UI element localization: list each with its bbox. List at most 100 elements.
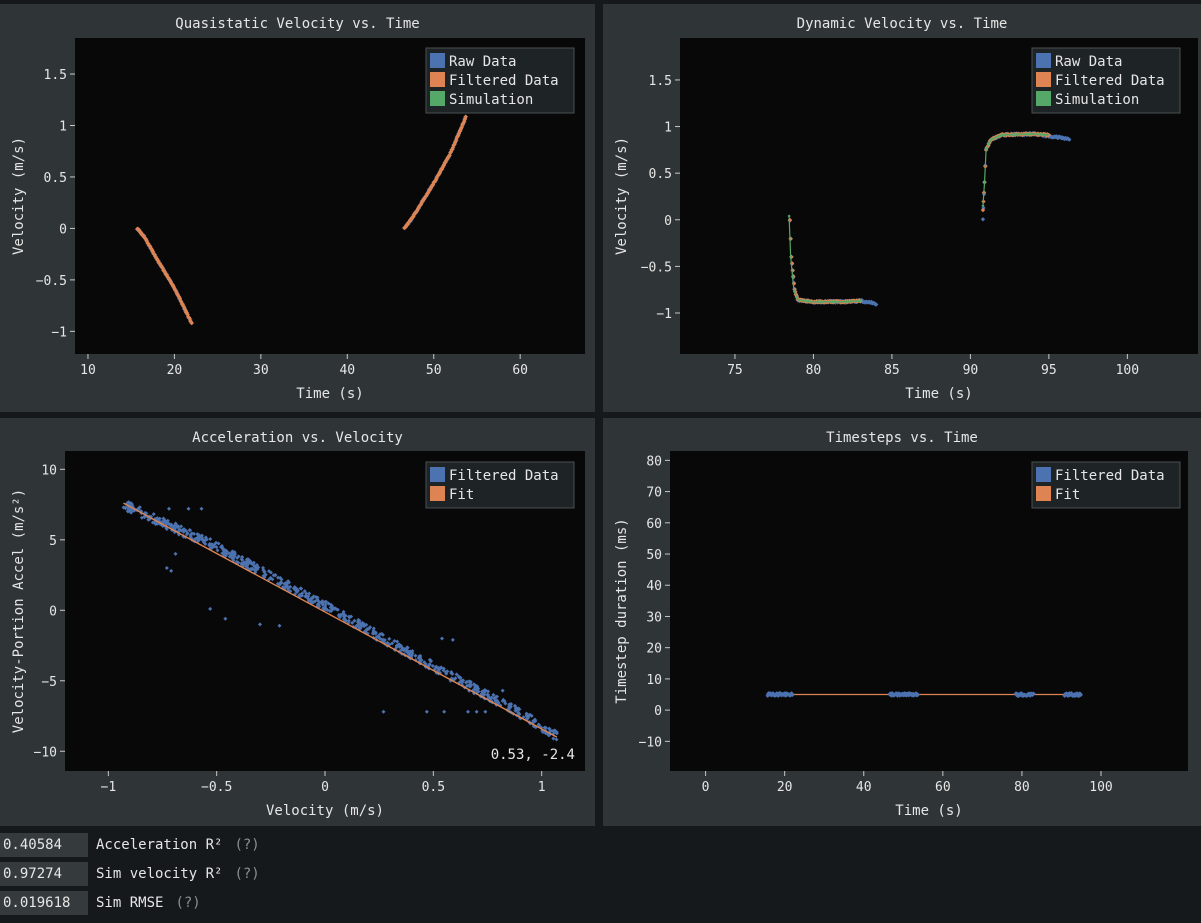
data-point — [397, 642, 402, 647]
data-point — [316, 601, 321, 606]
legend-swatch[interactable] — [1036, 91, 1051, 106]
data-point — [378, 632, 383, 637]
data-point — [1026, 132, 1031, 136]
data-point — [526, 713, 531, 718]
data-point — [842, 300, 846, 304]
data-point — [193, 537, 198, 542]
data-point — [406, 649, 411, 654]
legend-swatch[interactable] — [1036, 72, 1051, 87]
legend-entry[interactable]: Filtered Data — [449, 468, 559, 484]
data-point — [483, 709, 488, 714]
legend-entry[interactable]: Simulation — [449, 92, 533, 108]
data-point — [317, 604, 322, 609]
y-tick-label: 0 — [664, 214, 672, 229]
data-point — [304, 591, 309, 596]
sim-velocity-r2-help[interactable]: (?) — [234, 866, 260, 882]
data-point — [1043, 133, 1047, 137]
chart-legend[interactable]: Raw Data Filtered Data Simulation — [425, 47, 575, 114]
data-point — [551, 736, 556, 741]
y-tick-label: −1 — [51, 325, 67, 340]
data-point — [255, 566, 260, 571]
data-point — [442, 709, 447, 714]
data-point — [207, 542, 212, 547]
y-tick-label: 0 — [59, 222, 67, 237]
data-point — [308, 598, 313, 603]
legend-swatch[interactable] — [430, 467, 445, 482]
data-point — [417, 659, 422, 664]
y-tick-label: 1.5 — [44, 68, 67, 83]
data-point — [405, 645, 410, 650]
data-layer — [121, 500, 559, 742]
data-point — [220, 551, 225, 556]
sim-rmse-value[interactable] — [0, 891, 88, 915]
data-point — [438, 666, 443, 671]
data-point — [994, 135, 998, 140]
legend-swatch[interactable] — [1036, 467, 1051, 482]
data-point — [444, 671, 449, 676]
data-point — [554, 737, 559, 742]
data-point — [468, 683, 473, 688]
data-point — [531, 724, 536, 729]
legend-entry[interactable]: Filtered Data — [449, 73, 559, 89]
data-point — [491, 692, 496, 697]
legend-swatch[interactable] — [430, 486, 445, 501]
legend-swatch[interactable] — [1036, 486, 1051, 501]
legend-entry[interactable]: Fit — [1055, 487, 1080, 503]
y-tick-label: 20 — [646, 642, 662, 657]
data-point — [536, 722, 541, 727]
data-point — [816, 300, 820, 304]
y-tick-label: 0.5 — [649, 167, 672, 182]
data-point — [542, 725, 547, 730]
y-tick-label: 0.5 — [44, 171, 67, 186]
data-point — [147, 516, 152, 521]
data-point — [251, 560, 256, 565]
data-point — [489, 698, 494, 703]
chart-title: Timesteps vs. Time — [826, 430, 978, 446]
sim-rmse-help[interactable]: (?) — [175, 895, 201, 911]
data-point — [169, 524, 174, 529]
legend-entry[interactable]: Simulation — [1055, 92, 1139, 108]
chart-legend[interactable]: Raw Data Filtered Data Simulation — [1031, 47, 1181, 114]
chart-legend[interactable]: Filtered Data Fit — [425, 461, 575, 509]
sim-velocity-r2-value[interactable] — [0, 862, 88, 886]
x-tick-label: 100 — [1089, 780, 1112, 795]
data-point — [285, 580, 290, 585]
data-point — [323, 602, 328, 607]
acceleration-r2-help[interactable]: (?) — [234, 837, 260, 853]
data-point — [500, 699, 505, 704]
data-point — [278, 575, 283, 580]
x-tick-label: 95 — [1041, 363, 1057, 378]
data-point — [429, 184, 434, 189]
legend-entry[interactable]: Raw Data — [449, 54, 516, 70]
legend-entry[interactable]: Filtered Data — [1055, 468, 1165, 484]
x-tick-label: 20 — [777, 780, 793, 795]
legend-swatch[interactable] — [430, 53, 445, 68]
data-point — [329, 608, 334, 613]
acceleration-r2-value[interactable] — [0, 833, 88, 857]
x-tick-label: 60 — [935, 780, 951, 795]
data-point — [142, 511, 147, 516]
data-point — [1008, 133, 1012, 137]
data-layer — [135, 114, 468, 326]
y-tick-label: −0.5 — [36, 274, 67, 289]
y-tick-label: 10 — [41, 463, 57, 478]
chart-legend[interactable]: Filtered Data Fit — [1031, 461, 1181, 509]
data-point — [1015, 132, 1019, 137]
data-point — [1022, 132, 1026, 136]
legend-entry[interactable]: Fit — [449, 487, 474, 503]
data-point — [529, 713, 534, 718]
metric-row-sim-rmse: Sim RMSE (?) — [0, 891, 600, 915]
legend-entry[interactable]: Raw Data — [1055, 54, 1122, 70]
legend-entry[interactable]: Filtered Data — [1055, 73, 1165, 89]
data-point — [818, 300, 823, 304]
data-point — [474, 709, 479, 714]
legend-swatch[interactable] — [430, 91, 445, 106]
data-point — [373, 631, 378, 636]
data-point — [854, 299, 858, 303]
data-point — [466, 709, 470, 714]
legend-swatch[interactable] — [1036, 53, 1051, 68]
data-point — [167, 506, 171, 511]
data-point — [236, 560, 241, 565]
legend-swatch[interactable] — [430, 72, 445, 87]
x-tick-label: 80 — [1014, 780, 1030, 795]
